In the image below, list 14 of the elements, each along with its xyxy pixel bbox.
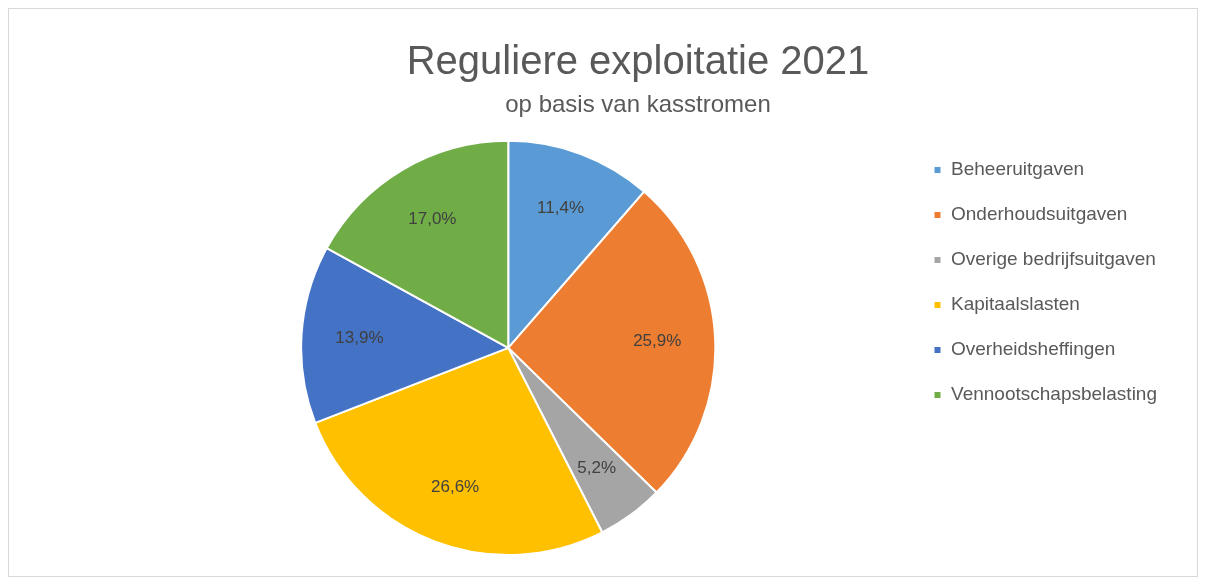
chart-title: Reguliere exploitatie 2021 (406, 38, 870, 83)
data-label: 13,9% (335, 327, 384, 347)
legend-label: Overheidsheffingen (951, 338, 1116, 360)
data-label: 26,6% (431, 476, 480, 496)
legend-label: Overige bedrijfsuitgaven (951, 248, 1156, 270)
data-label: 5,2% (577, 457, 617, 477)
legend-label: Kapitaalslasten (951, 293, 1080, 315)
chart-subtitle: op basis van kasstromen (505, 90, 771, 118)
data-label: 25,9% (633, 331, 682, 351)
legend-label: Onderhoudsuitgaven (951, 203, 1128, 225)
data-label: 11,4% (537, 197, 584, 217)
legend-label: Beheeruitgaven (951, 158, 1085, 180)
data-label: 17,0% (408, 209, 457, 229)
legend-label: Vennootschapsbelasting (951, 383, 1158, 405)
